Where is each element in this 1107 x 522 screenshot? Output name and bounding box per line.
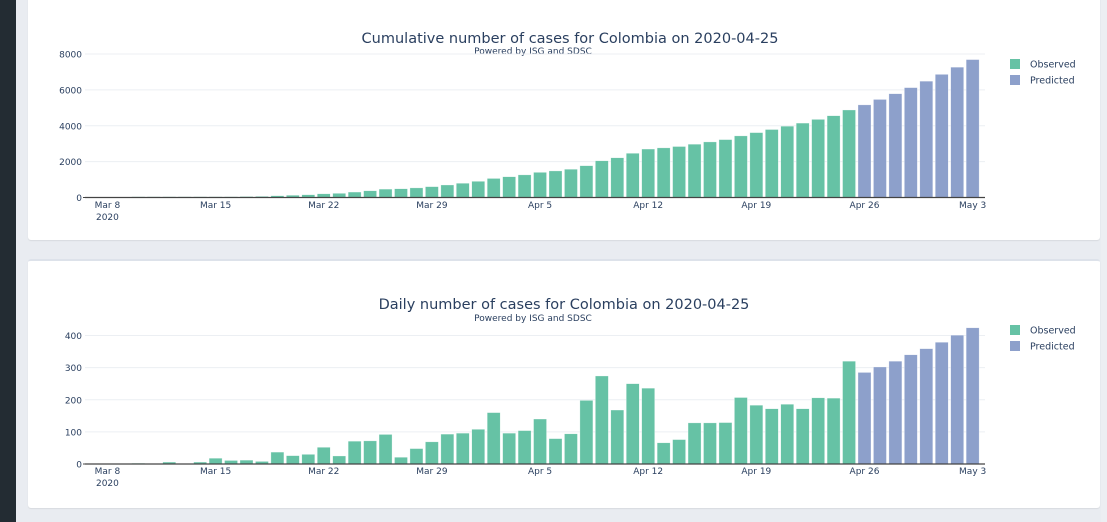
bar-predicted[interactable] [857, 372, 872, 465]
bar-observed[interactable] [425, 441, 439, 465]
legend-swatch-predicted [1010, 75, 1020, 85]
bar-observed[interactable] [703, 422, 717, 465]
y-tick-label: 0 [76, 461, 82, 471]
x-tick-label: Mar 15 [200, 201, 231, 211]
y-tick-label: 300 [65, 364, 82, 374]
bar-observed[interactable] [286, 455, 300, 465]
chart-legend[interactable]: Observed Predicted [1010, 325, 1076, 353]
x-tick-label: May 3 [959, 201, 986, 211]
x-tick-label: Apr 5 [528, 201, 552, 211]
legend-item-observed[interactable]: Observed [1010, 59, 1076, 71]
y-tick-label: 0 [76, 194, 82, 204]
x-tick-label: Mar 22 [308, 201, 339, 211]
bar-observed[interactable] [734, 397, 748, 465]
legend-item-observed[interactable]: Observed [1010, 325, 1076, 337]
y-tick-label: 6000 [59, 86, 82, 96]
bar-observed[interactable] [687, 422, 702, 465]
bar-predicted[interactable] [888, 360, 903, 465]
chart-subtitle: Powered by ISG and SDSC [474, 314, 592, 324]
bar-observed[interactable] [394, 457, 408, 465]
chart-subtitle: Powered by ISG and SDSC [474, 47, 592, 57]
x-tick-label: Apr 12 [633, 467, 663, 477]
bar-observed[interactable] [548, 438, 563, 465]
scrollbar-track[interactable] [1101, 0, 1107, 522]
bar-observed[interactable] [301, 454, 316, 465]
chart-legend[interactable]: Observed Predicted [1010, 59, 1076, 87]
bar-observed[interactable] [564, 433, 578, 465]
y-tick-label: 400 [65, 332, 82, 342]
x-tick-label: Apr 12 [633, 201, 663, 211]
bar-predicted[interactable] [935, 341, 949, 465]
x-tick-label: May 3 [959, 467, 986, 477]
bar-observed[interactable] [378, 434, 393, 465]
bar-observed[interactable] [765, 408, 779, 465]
bar-observed[interactable] [208, 457, 223, 465]
bar-observed[interactable] [656, 442, 671, 465]
x-tick-sublabel: 2020 [96, 479, 119, 489]
x-tick-label: Apr 5 [528, 467, 552, 477]
chart-title: Daily number of cases for Colombia on 20… [379, 297, 750, 313]
bar-observed[interactable] [317, 447, 331, 465]
bar-observed[interactable] [610, 409, 625, 465]
bar-observed[interactable] [409, 448, 424, 465]
bar-observed[interactable] [826, 397, 841, 465]
legend-label-observed: Observed [1030, 60, 1076, 71]
bar-observed[interactable] [626, 383, 640, 465]
legend-item-predicted[interactable]: Predicted [1010, 341, 1075, 353]
bar-predicted[interactable] [965, 327, 980, 465]
bar-observed[interactable] [502, 432, 516, 465]
x-tick-label: Mar 15 [200, 467, 231, 477]
bar-observed[interactable] [795, 408, 810, 465]
legend-label-observed: Observed [1030, 326, 1076, 337]
y-tick-label: 2000 [59, 158, 82, 168]
bar-observed[interactable] [641, 387, 655, 465]
x-tick-label: Apr 26 [850, 201, 880, 211]
bar-predicted[interactable] [919, 348, 934, 465]
y-tick-label: 100 [65, 428, 82, 438]
y-tick-label: 200 [65, 396, 82, 406]
bar-observed[interactable] [456, 432, 470, 465]
y-tick-label: 8000 [59, 51, 82, 61]
bar-predicted[interactable] [904, 354, 918, 465]
bar-observed[interactable] [672, 439, 686, 465]
bar-observed[interactable] [363, 440, 377, 465]
x-tick-label: Apr 19 [741, 201, 771, 211]
x-tick-sublabel: 2020 [96, 213, 119, 223]
x-tick-label: Mar 29 [416, 201, 448, 211]
bar-observed[interactable] [749, 404, 764, 465]
bar-predicted[interactable] [950, 334, 964, 465]
app-sidebar [0, 0, 16, 522]
bar-observed[interactable] [440, 433, 455, 465]
bar-observed[interactable] [579, 400, 594, 465]
legend-label-predicted: Predicted [1030, 342, 1075, 353]
x-tick-label: Apr 26 [850, 467, 880, 477]
bar-observed[interactable] [533, 418, 547, 465]
x-tick-label: Mar 22 [308, 467, 339, 477]
bar-observed[interactable] [347, 440, 362, 465]
bar-observed[interactable] [486, 412, 501, 465]
x-tick-label: Mar 8 [95, 467, 121, 477]
x-tick-label: Mar 29 [416, 467, 448, 477]
bar-observed[interactable] [471, 429, 485, 465]
legend-item-predicted[interactable]: Predicted [1010, 75, 1075, 87]
bar-observed[interactable] [718, 422, 733, 465]
legend-swatch-predicted [1010, 341, 1020, 351]
legend-swatch-observed [1010, 59, 1020, 69]
bar-observed[interactable] [842, 360, 856, 465]
x-tick-label: Mar 8 [95, 201, 121, 211]
bar-predicted[interactable] [873, 366, 887, 465]
bar-observed[interactable] [332, 455, 346, 465]
bar-observed[interactable] [517, 430, 532, 465]
bar-observed[interactable] [270, 451, 285, 465]
bar-observed[interactable] [811, 397, 825, 465]
legend-swatch-observed [1010, 325, 1020, 335]
chart-title: Cumulative number of cases for Colombia … [362, 31, 779, 47]
x-tick-label: Apr 19 [741, 467, 771, 477]
bar-observed[interactable] [595, 375, 609, 465]
legend-label-predicted: Predicted [1030, 76, 1075, 87]
bar-observed[interactable] [780, 403, 794, 465]
y-tick-label: 4000 [59, 122, 82, 132]
